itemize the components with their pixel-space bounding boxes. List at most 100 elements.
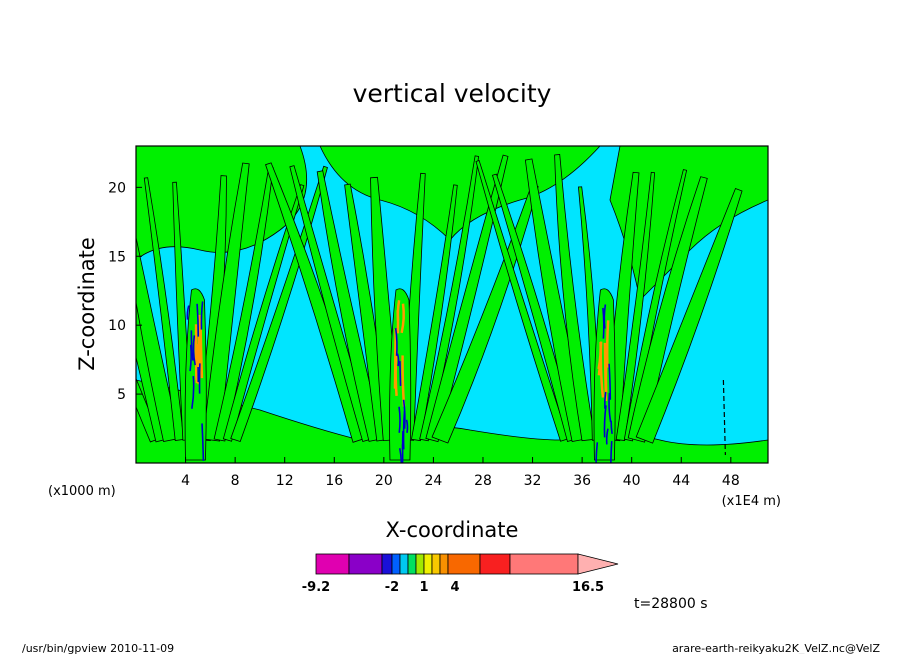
x-tick-label: 8 <box>231 473 240 489</box>
downdraft-streak <box>396 353 400 367</box>
colorbar-label: 4 <box>450 580 459 595</box>
x-tick-label: 28 <box>474 473 492 489</box>
downdraft-streak <box>200 301 204 330</box>
x-axis: 4 8 12 16 20 24 28 32 36 40 44 48 <box>181 457 740 489</box>
x-tick-label: 24 <box>424 473 442 489</box>
time-label: t=28800 s <box>634 596 708 612</box>
downdraft-streak <box>603 304 607 329</box>
downdraft-streak <box>608 392 612 423</box>
footer-left: /usr/bin/gpview 2010-11-09 <box>22 642 174 654</box>
downdraft-streak <box>399 361 402 386</box>
downdraft-streak <box>610 441 613 463</box>
colorbar <box>315 553 619 575</box>
downdraft-streak <box>610 420 613 434</box>
x-tick-label: 44 <box>672 473 690 489</box>
downdraft-streak <box>603 405 607 438</box>
contour-layer <box>136 146 768 463</box>
updraft-core <box>396 300 401 321</box>
contour-band <box>627 176 708 443</box>
x-unit-left: (x1000 m) <box>48 484 116 499</box>
colorbar-arrow <box>577 553 619 575</box>
y-axis-label: Z-coordinate <box>75 237 99 371</box>
downdraft-streak <box>196 303 200 337</box>
x-tick-label: 12 <box>276 473 294 489</box>
x-tick-label: 16 <box>325 473 343 489</box>
x-unit-right: (x1E4 m) <box>722 494 781 509</box>
x-tick-label: 40 <box>623 473 641 489</box>
colorbar-segment <box>439 553 449 575</box>
downdraft-streak <box>401 444 404 463</box>
x-tick-label: 48 <box>722 473 740 489</box>
y-axis: 5 10 15 20 <box>108 180 142 403</box>
plot-frame <box>135 145 769 464</box>
contour-band <box>475 160 569 442</box>
footer-right: arare-earth-reikyaku2K_VelZ.nc@VelZ <box>672 642 880 654</box>
updraft-core <box>199 318 204 379</box>
downdraft-streak <box>398 406 401 433</box>
contour-band <box>554 154 596 442</box>
y-tick-label: 5 <box>117 387 126 403</box>
downdraft-streak <box>595 442 599 463</box>
colorbar-segment <box>399 553 409 575</box>
y-tick-label: 10 <box>108 318 126 334</box>
colorbar-segment <box>391 553 401 575</box>
contour-band <box>491 173 578 442</box>
updraft-core <box>597 341 602 370</box>
plot-area <box>136 146 768 463</box>
downdraft-streak <box>405 419 409 434</box>
downdraft-streak <box>402 410 406 450</box>
y-tick-label: 20 <box>108 180 126 196</box>
x-tick-label: 32 <box>524 473 542 489</box>
x-axis-label: X-coordinate <box>386 518 519 542</box>
contour-band <box>425 154 509 443</box>
downdraft-streak <box>192 335 196 366</box>
contour-band <box>635 187 743 444</box>
updraft-core <box>393 328 397 389</box>
colorbar-segment <box>315 553 350 575</box>
contour-band <box>230 165 328 443</box>
downdraft-streak <box>186 305 190 320</box>
colorbar-segment <box>423 553 433 575</box>
updraft-core <box>194 354 199 384</box>
colorbar-segment <box>407 553 417 575</box>
colorbar-labels: -9.2 -2 1 4 16.5 <box>302 580 604 595</box>
colorbar-segment <box>348 553 383 575</box>
contour-line <box>722 379 726 456</box>
colorbar-segment <box>431 553 441 575</box>
downdraft-streak <box>190 330 194 361</box>
colorbar-label: 1 <box>419 580 428 595</box>
y-tick-label: 15 <box>108 249 126 265</box>
chart-title: vertical velocity <box>353 79 552 108</box>
contour-band <box>410 184 458 442</box>
downdraft-streak <box>608 363 612 400</box>
contour-band <box>419 155 480 442</box>
downdraft-streak <box>189 344 192 372</box>
x-tick-label: 36 <box>573 473 591 489</box>
colorbar-segment <box>479 553 511 575</box>
updraft-core <box>400 303 405 334</box>
contour-band <box>222 184 305 442</box>
contour-band <box>202 162 250 442</box>
downdraft-streak <box>603 391 607 409</box>
colorbar-label: 16.5 <box>572 580 604 595</box>
colorbar-segment <box>447 553 481 575</box>
contour-band <box>143 177 185 441</box>
colorbar-segment <box>415 553 425 575</box>
x-tick-label: 20 <box>375 473 393 489</box>
updraft-core <box>401 355 406 407</box>
x-tick-label: 4 <box>181 473 190 489</box>
downdraft-streak <box>394 328 398 356</box>
contour-band <box>289 165 374 442</box>
downdraft-streak <box>605 428 609 445</box>
contour-band <box>615 171 656 441</box>
contour-band <box>136 235 180 443</box>
contour-band <box>316 170 384 442</box>
colorbar-label: -2 <box>385 580 399 595</box>
downdraft-streak <box>191 375 195 409</box>
downdraft-streak <box>398 448 403 463</box>
colorbar-label: -9.2 <box>302 580 330 595</box>
colorbar-segment <box>509 553 579 575</box>
downdraft-streak <box>201 423 205 461</box>
colorbar-segment <box>381 553 393 575</box>
